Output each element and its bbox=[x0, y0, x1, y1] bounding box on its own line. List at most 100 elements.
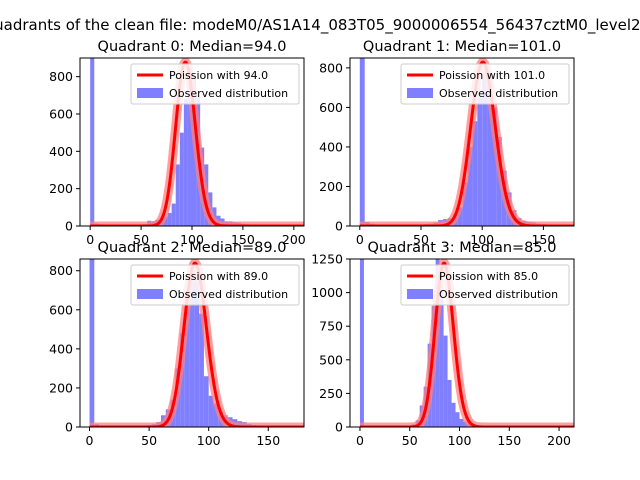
quadrant-3-x-tick-label: 0 bbox=[356, 433, 364, 448]
quadrant-3-poisson-curve bbox=[359, 261, 574, 427]
quadrant-2-histogram-bar bbox=[199, 313, 204, 427]
quadrant-3-legend-box bbox=[400, 264, 570, 306]
quadrant-2-y-tick-label: 800 bbox=[49, 263, 73, 278]
quadrant-0-x-tick-label: 150 bbox=[231, 232, 255, 247]
quadrant-0-histogram-bar bbox=[175, 164, 180, 226]
quadrant-1-histogram-bar bbox=[467, 146, 473, 226]
quadrant-1-axes-frame bbox=[349, 57, 575, 227]
quadrant-1-x-tick-label: 50 bbox=[413, 232, 429, 247]
quadrant-2-y-tick-label: 0 bbox=[65, 420, 73, 435]
quadrant-1-histogram-bar bbox=[491, 107, 497, 226]
quadrant-2-y-tick-label: 200 bbox=[49, 380, 73, 395]
quadrant-2-histogram-bar bbox=[194, 280, 200, 427]
quadrant-1-legend-patch-swatch bbox=[407, 88, 433, 98]
quadrant-2-legend-poisson-label: Poission with 89.0 bbox=[169, 270, 268, 283]
quadrant-3-x-tick-label: 100 bbox=[448, 433, 472, 448]
quadrant-1-y-tick-label: 800 bbox=[319, 60, 343, 75]
quadrant-3-y-tick-label: 1250 bbox=[311, 252, 343, 267]
quadrant-0-histogram-bar bbox=[179, 132, 184, 226]
quadrant-2-legend-patch-swatch bbox=[137, 289, 163, 299]
quadrant-1-y-tick-label: 600 bbox=[319, 100, 343, 115]
quadrant-3-legend-poisson-label: Poission with 85.0 bbox=[439, 270, 538, 283]
quadrant-3-y-tick-label: 0 bbox=[335, 420, 343, 435]
quadrant-3-y-tick-label: 500 bbox=[319, 352, 343, 367]
quadrant-1-histogram-bar bbox=[477, 97, 483, 226]
quadrant-1-histogram-bar bbox=[457, 207, 463, 226]
quadrant-2-title: Quadrant 2: Median=89.0 bbox=[98, 240, 287, 256]
quadrant-2-x-tick-label: 150 bbox=[256, 433, 280, 448]
quadrant-3-panel: 0 50 100 150 200 0 250 500 750 1000 1250 Poission w… bbox=[311, 240, 575, 448]
quadrant-1-title: Quadrant 1: Median=101.0 bbox=[363, 39, 561, 55]
quadrant-0-title: Quadrant 0: Median=94.0 bbox=[98, 39, 287, 55]
quadrant-0-y-tick-label: 800 bbox=[49, 69, 73, 84]
quadrant-1-x-tick-label: 150 bbox=[531, 232, 555, 247]
quadrant-1-x-tick-label: 0 bbox=[356, 232, 364, 247]
quadrant-2-y-tick-label: 400 bbox=[49, 341, 73, 356]
quadrant-3-histogram-bar bbox=[463, 421, 468, 427]
quadrant-3-histogram-bar bbox=[439, 285, 444, 427]
quadrant-3-y-tick-label: 1000 bbox=[311, 285, 343, 300]
quadrant-2-panel: 0 50 100 150 0 200 400 600 800 Poission with 89.0… bbox=[49, 240, 305, 448]
quadrant-2-x-tick-label: 50 bbox=[141, 433, 157, 448]
quadrant-1-y-tick-label: 0 bbox=[335, 219, 343, 234]
quadrant-1-histogram-bar bbox=[359, 58, 365, 226]
figure-suptitle: Median for all quadrants of the clean fi… bbox=[0, 16, 640, 35]
quadrant-2-histogram-bar bbox=[213, 403, 219, 427]
quadrant-3-title: Quadrant 3: Median=85.0 bbox=[368, 240, 557, 256]
quadrant-3-histogram-bar bbox=[447, 379, 452, 427]
quadrant-2-histogram-bar bbox=[189, 274, 195, 427]
quadrant-3-histogram-bar bbox=[459, 418, 464, 427]
quadrant-0-y-tick-label: 600 bbox=[49, 107, 73, 122]
quadrant-2-x-tick-label: 0 bbox=[86, 433, 94, 448]
quadrant-1-y-tick-label: 200 bbox=[319, 179, 343, 194]
quadrant-1-legend-observed-label: Observed distribution bbox=[439, 87, 558, 100]
quadrant-3-legend-patch-swatch bbox=[407, 289, 433, 299]
quadrant-1-histogram-bar bbox=[462, 182, 468, 226]
quadrant-3-y-tick-label: 250 bbox=[319, 386, 343, 401]
quadrant-2-histogram-bar bbox=[89, 259, 95, 427]
quadrant-2-legend-observed-label: Observed distribution bbox=[169, 288, 288, 301]
quadrant-2-histogram-bar bbox=[208, 395, 214, 427]
quadrant-1-histogram-bar bbox=[487, 77, 492, 226]
quadrant-1-y-tick-label: 400 bbox=[319, 139, 343, 154]
quadrant-0-x-tick-label: 50 bbox=[133, 232, 149, 247]
quadrant-0-histogram-bar bbox=[90, 58, 95, 226]
quadrant-0-histogram-bar bbox=[183, 99, 188, 226]
quadrant-0-x-tick-label: 100 bbox=[180, 232, 204, 247]
quadrant-0-legend-patch-swatch bbox=[137, 88, 163, 98]
quadrant-2-axes-frame bbox=[79, 258, 305, 428]
quadrant-0-legend-poisson-label: Poission with 94.0 bbox=[169, 69, 268, 82]
quadrant-0-x-tick-label: 0 bbox=[86, 232, 94, 247]
quadrant-0-legend-observed-label: Observed distribution bbox=[169, 87, 288, 100]
quadrant-2-x-tick-label: 100 bbox=[197, 433, 221, 448]
quadrant-0-histogram-bar bbox=[171, 203, 176, 226]
quadrant-1-histogram-bar bbox=[472, 121, 478, 226]
quadrant-0-y-tick-label: 0 bbox=[65, 219, 73, 234]
quadrant-2-histogram-bar bbox=[203, 376, 209, 427]
quadrant-3-histogram-bar bbox=[455, 412, 460, 427]
quadrant-0-x-tick-label: 200 bbox=[282, 232, 306, 247]
quadrant-2-histogram-bar bbox=[184, 305, 190, 427]
quadrant-0-histogram-bar bbox=[167, 212, 172, 226]
quadrant-2-legend-box bbox=[130, 264, 300, 306]
quadrant-3-histogram-bar bbox=[443, 335, 448, 427]
quadrant-1-x-tick-label: 100 bbox=[470, 232, 494, 247]
quadrant-3-plot-area bbox=[356, 259, 574, 427]
quadrant-3-x-tick-label: 150 bbox=[497, 433, 521, 448]
quadrant-0-plot-area bbox=[86, 58, 304, 226]
quadrant-3-x-tick-label: 200 bbox=[547, 433, 571, 448]
quadrant-2-y-tick-label: 600 bbox=[49, 302, 73, 317]
quadrant-1-legend-box bbox=[400, 63, 570, 105]
quadrant-1-legend-poisson-label: Poission with 101.0 bbox=[439, 69, 545, 82]
quadrant-1-histogram-bar bbox=[482, 71, 488, 226]
quadrant-3-legend-observed-label: Observed distribution bbox=[439, 288, 558, 301]
quadrant-0-histogram-bar bbox=[187, 67, 192, 226]
quadrant-3-x-tick-label: 50 bbox=[402, 433, 418, 448]
quadrant-3-y-tick-label: 750 bbox=[319, 319, 343, 334]
quadrant-0-panel: 0 50 100 150 200 0 200 400 600 800 Poission with 9… bbox=[49, 39, 306, 247]
panels: 0 50 100 150 200 0 200 400 600 800 Poission with 9… bbox=[49, 39, 575, 448]
quadrant-2-histogram-bar bbox=[180, 333, 185, 427]
quadrant-3-histogram-bar bbox=[451, 402, 456, 427]
quadrant-0-y-tick-label: 200 bbox=[49, 181, 73, 196]
